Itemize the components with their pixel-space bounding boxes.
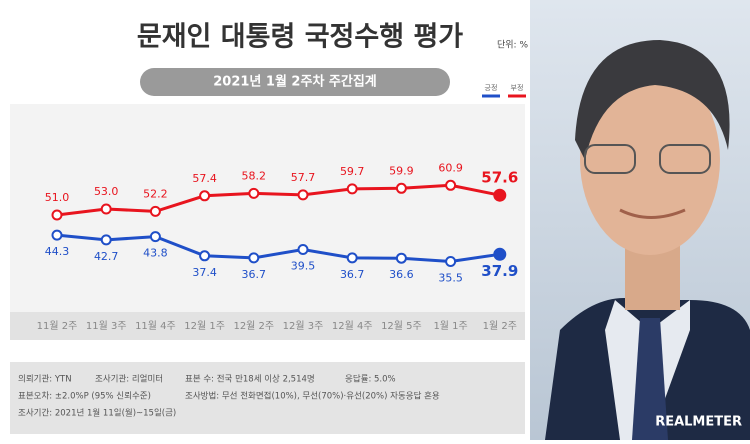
point (493, 247, 507, 261)
x-tick-label: 12월 2주 (233, 320, 274, 332)
point (100, 234, 112, 246)
portrait (530, 0, 750, 440)
value-label: 43.8 (143, 247, 168, 260)
value-label: 42.7 (94, 250, 119, 263)
note: 표본오차: ±2.0%P (95% 신뢰수준) (18, 392, 151, 402)
x-tick-label: 11월 4주 (135, 320, 176, 332)
note: 조사방법: 무선 전화면접(10%), 무선(70%)·유선(20%) 자동응답… (185, 391, 440, 402)
point (199, 250, 211, 262)
brand: REALMETER (655, 415, 742, 430)
point (395, 252, 407, 264)
category-band (10, 312, 525, 340)
series-line (56, 183, 501, 217)
legend-label: 긍정 (485, 83, 498, 92)
note: 조사기간: 2021년 1월 11일(월)~15일(금) (18, 408, 176, 419)
point (297, 244, 309, 255)
value-label: 44.3 (45, 245, 70, 258)
value-label: 52.2 (143, 187, 168, 200)
value-label: 39.5 (291, 260, 316, 273)
point (493, 188, 507, 202)
subtitle: 2021년 1월 2주차 주간집계 (213, 74, 377, 90)
notes-box (10, 362, 525, 434)
series-line (56, 233, 501, 264)
point (395, 182, 407, 194)
value-label: 57.6 (481, 169, 518, 187)
note: 응답률: 5.0% (345, 374, 396, 385)
point (51, 209, 63, 221)
value-label: 37.4 (192, 266, 217, 279)
value-label: 36.7 (242, 268, 267, 281)
value-label: 59.9 (389, 164, 414, 177)
value-label: 58.2 (242, 169, 267, 182)
note: 표본 수: 전국 만18세 이상 2,514명 (185, 374, 315, 385)
point (445, 179, 457, 191)
legend-label: 부정 (511, 83, 524, 92)
point (346, 183, 358, 195)
x-tick-label: 11월 3주 (86, 320, 127, 332)
value-label: 57.4 (192, 172, 217, 185)
point (445, 256, 457, 267)
note: 조사기관: 리얼미터 (95, 374, 163, 385)
point (297, 189, 309, 201)
value-label: 59.7 (340, 165, 365, 178)
value-label: 53.0 (94, 185, 119, 198)
point (100, 203, 112, 215)
x-tick-label: 12월 1주 (184, 320, 225, 332)
value-label: 57.7 (291, 171, 316, 184)
point (199, 190, 211, 202)
point (248, 252, 260, 264)
x-tick-label: 12월 4주 (332, 320, 373, 332)
x-tick-label: 1월 1주 (433, 320, 467, 332)
unit: 단위: % (497, 40, 528, 51)
point (149, 205, 161, 217)
value-label: 60.9 (438, 161, 463, 174)
value-label: 51.0 (45, 191, 70, 204)
point (51, 229, 63, 241)
value-label: 36.7 (340, 268, 365, 281)
point (149, 231, 161, 243)
value-label: 37.9 (481, 262, 518, 280)
point (346, 252, 358, 264)
note: 의뢰기관: YTN (18, 374, 72, 385)
plot-area (10, 104, 525, 340)
point (248, 187, 260, 199)
value-label: 35.5 (438, 272, 463, 285)
chart-title: 문재인 대통령 국정수행 평가 (137, 22, 463, 53)
x-tick-label: 11월 2주 (37, 320, 78, 332)
subtitle-pill (140, 68, 450, 96)
x-tick-label: 12월 5주 (381, 320, 422, 332)
x-tick-label: 12월 3주 (283, 320, 324, 332)
x-tick-label: 1월 2주 (483, 320, 517, 332)
value-label: 36.6 (389, 268, 414, 281)
